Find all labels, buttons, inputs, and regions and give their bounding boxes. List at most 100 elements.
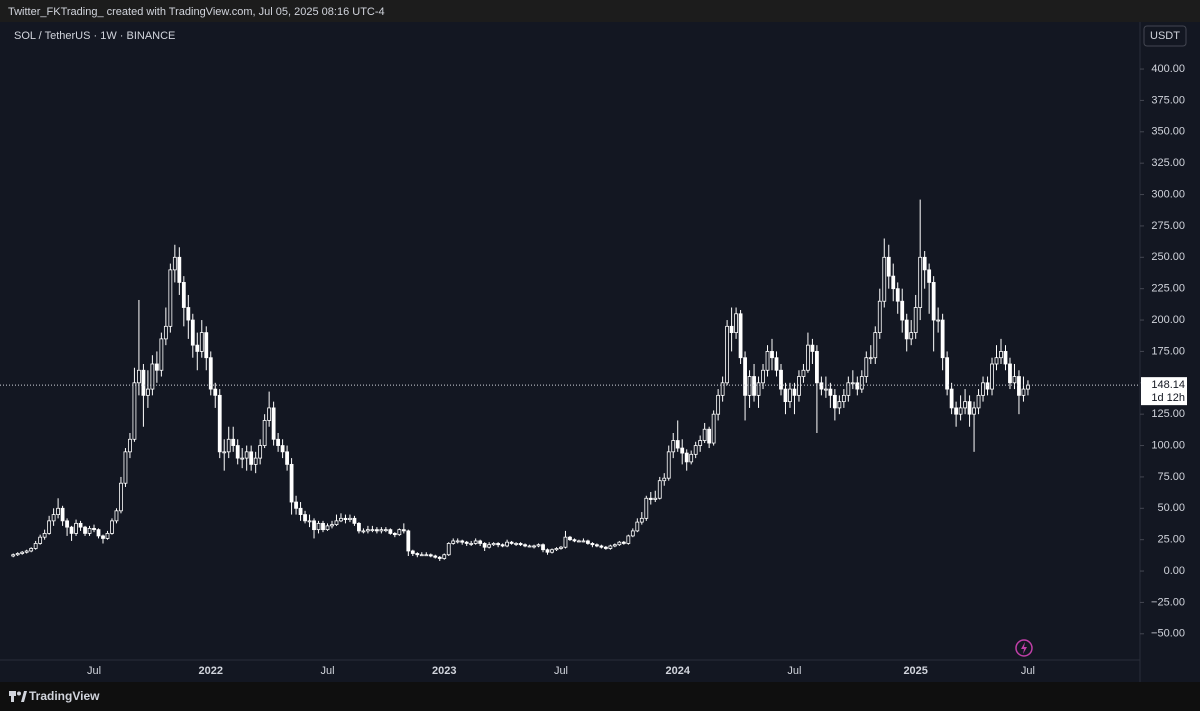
- candle-body: [195, 344, 200, 352]
- candle-body: [725, 325, 730, 384]
- countdown-label: 1d 12h: [1151, 392, 1185, 404]
- header-text: Twitter_FKTrading_ created with TradingV…: [8, 6, 385, 18]
- candle-body: [958, 407, 963, 415]
- y-tick-label: 50.00: [1157, 502, 1185, 514]
- candle-body: [599, 545, 604, 548]
- candle-body: [298, 507, 303, 515]
- y-tick-label: 250.00: [1151, 251, 1185, 263]
- candle-body: [392, 533, 397, 536]
- alert-bolt[interactable]: [1021, 642, 1027, 654]
- candle-body: [788, 388, 792, 403]
- candle-body: [1026, 384, 1030, 390]
- candle-body: [680, 447, 685, 454]
- candle-body: [123, 451, 128, 484]
- candle-body: [401, 529, 406, 532]
- candle-body: [110, 520, 114, 534]
- candle-body: [240, 457, 245, 460]
- candle-body: [832, 394, 837, 409]
- candle-body: [294, 501, 298, 509]
- candle-body: [720, 382, 725, 396]
- candle-body: [752, 376, 756, 396]
- candle-body: [635, 521, 640, 532]
- currency-label[interactable]: USDT: [1150, 30, 1180, 42]
- candle-body: [532, 545, 536, 548]
- candle-body: [357, 522, 361, 532]
- candle-body: [639, 517, 644, 523]
- y-tick-label: 75.00: [1157, 471, 1185, 483]
- candle-body: [972, 407, 976, 415]
- candle-body: [783, 388, 788, 403]
- x-tick-label: 2022: [199, 665, 223, 677]
- candle-body: [738, 313, 743, 359]
- candle-body: [312, 520, 316, 531]
- candle-body: [657, 480, 662, 499]
- candle-body: [92, 527, 96, 531]
- candle-body: [662, 477, 667, 482]
- candle-body: [985, 382, 990, 390]
- footer-bar: [0, 682, 1200, 711]
- candle-body: [330, 524, 334, 527]
- candle-body: [42, 533, 47, 538]
- candle-body: [370, 529, 375, 532]
- candle-body: [815, 351, 819, 384]
- candle-body: [617, 541, 622, 546]
- candle-body: [433, 555, 438, 558]
- candle-body: [159, 338, 164, 371]
- candle-body: [850, 382, 855, 385]
- candle-body: [743, 357, 747, 396]
- candle-body: [729, 325, 734, 334]
- candle-body: [823, 388, 828, 391]
- candle-body: [469, 543, 474, 545]
- candle-body: [213, 388, 218, 396]
- candle-body: [810, 344, 815, 352]
- candle-body: [249, 451, 254, 465]
- candle-body: [675, 440, 680, 449]
- candle-body: [267, 407, 272, 421]
- candle-body: [83, 526, 87, 534]
- candle-body: [406, 530, 411, 552]
- candle-body: [797, 376, 801, 396]
- candle-body: [65, 520, 69, 528]
- candle-body: [859, 376, 864, 390]
- alert-circle[interactable]: [1015, 639, 1033, 657]
- candle-body: [918, 256, 923, 308]
- candle-body: [253, 457, 258, 465]
- candle-body: [119, 482, 123, 512]
- candle-body: [595, 544, 599, 547]
- candle-body: [145, 388, 150, 396]
- candle-body: [603, 546, 608, 549]
- y-tick-label: −25.00: [1151, 596, 1185, 608]
- y-tick-label: 200.00: [1151, 314, 1185, 326]
- candle-body: [141, 369, 146, 396]
- candle-body: [222, 451, 227, 454]
- y-tick-label: 400.00: [1151, 63, 1185, 75]
- candle-body: [280, 445, 285, 453]
- candle-body: [559, 546, 563, 549]
- candle-body: [949, 388, 954, 409]
- candle-body: [922, 256, 927, 271]
- candle-body: [410, 550, 415, 554]
- candle-body: [339, 517, 343, 522]
- candle-body: [981, 382, 985, 396]
- candle-body: [931, 282, 936, 321]
- candle-body: [940, 319, 945, 359]
- currency-box[interactable]: [1143, 25, 1187, 47]
- candle-body: [33, 543, 38, 549]
- candle-body: [900, 300, 905, 321]
- alert-icon[interactable]: [1015, 639, 1033, 657]
- candle-body: [801, 369, 806, 377]
- candle-body: [536, 544, 541, 547]
- candle-body: [698, 440, 703, 446]
- candle-body: [366, 529, 370, 532]
- candle-body: [464, 541, 469, 544]
- x-tick-label: Jul: [1021, 665, 1035, 677]
- candle-body: [51, 514, 56, 522]
- candle-body: [348, 517, 352, 521]
- candle-body: [895, 288, 900, 302]
- candle-body: [388, 529, 393, 534]
- candle-body: [289, 463, 294, 503]
- candle-body: [806, 344, 810, 371]
- candle-body: [577, 540, 581, 543]
- candle-body: [361, 530, 366, 533]
- candle-body: [352, 517, 357, 524]
